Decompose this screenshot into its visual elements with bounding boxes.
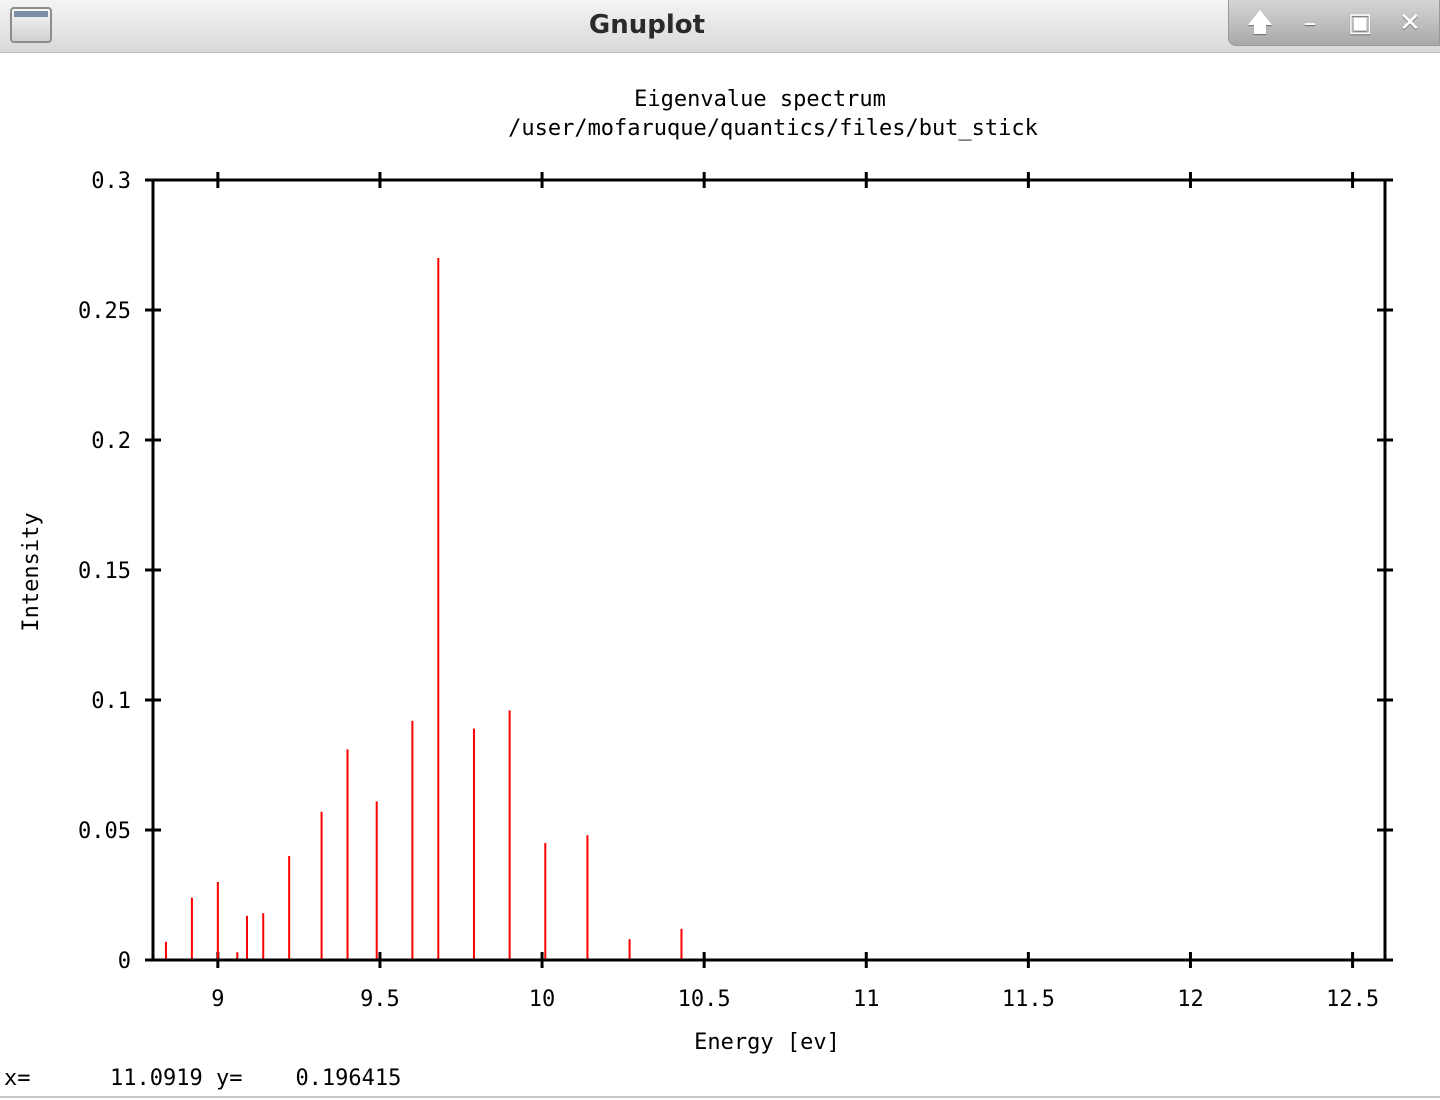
y-readout-label: y= [215,1066,243,1091]
window-bottom-border [0,1096,1440,1098]
y-tick-label: 0.3 [91,169,131,194]
y-tick-label: 0 [118,949,131,974]
impulse-series [164,258,683,960]
y-tick-label: 0.1 [91,689,131,714]
y-tick-label: 0.05 [78,819,131,844]
x-readout-value: 11.0919 [109,1066,203,1091]
x-tick-label: 11.5 [1002,987,1055,1012]
chart-subtitle: /user/mofaruque/quantics/files/but_stick [508,116,1038,141]
y-tick-label: 0.2 [91,429,131,454]
x-tick-label: 12.5 [1326,987,1379,1012]
y-tick-label: 0.25 [78,299,131,324]
coordinate-readout: x= 11.0919 y= 0.196415 [4,1066,704,1094]
x-tick-label: 11 [853,987,880,1012]
y-axis-label: Intensity [19,512,44,631]
title-bar[interactable]: Gnuplot 🡅 – ▣ ✕ [0,0,1440,53]
window-menu-icon[interactable] [10,7,52,43]
window-controls: 🡅 – ▣ ✕ [1228,0,1440,46]
window-title: Gnuplot [588,10,706,40]
x-tick-label: 9 [211,987,224,1012]
x-readout-label: x= [4,1066,31,1091]
x-tick-label: 10.5 [678,987,731,1012]
x-tick-label: 10 [529,987,556,1012]
maximize-button[interactable]: ▣ [1347,8,1373,38]
chart-title: Eigenvalue spectrum [634,87,886,112]
y-tick-label: 0.15 [78,559,131,584]
close-button[interactable]: ✕ [1399,8,1421,38]
shade-button[interactable]: 🡅 [1246,8,1274,38]
axis-ticks: 0 0.05 0.1 0.15 0.2 0.25 0.3 9 9.5 10 10.5 11 11.5 12… [78,169,1393,1012]
x-tick-label: 9.5 [360,987,400,1012]
x-axis-label: Energy [ev] [694,1030,840,1055]
minimize-button[interactable]: – [1303,8,1317,38]
x-tick-label: 12 [1177,987,1204,1012]
plot-frame [151,178,1387,962]
y-readout-value: 0.196415 [295,1066,402,1091]
